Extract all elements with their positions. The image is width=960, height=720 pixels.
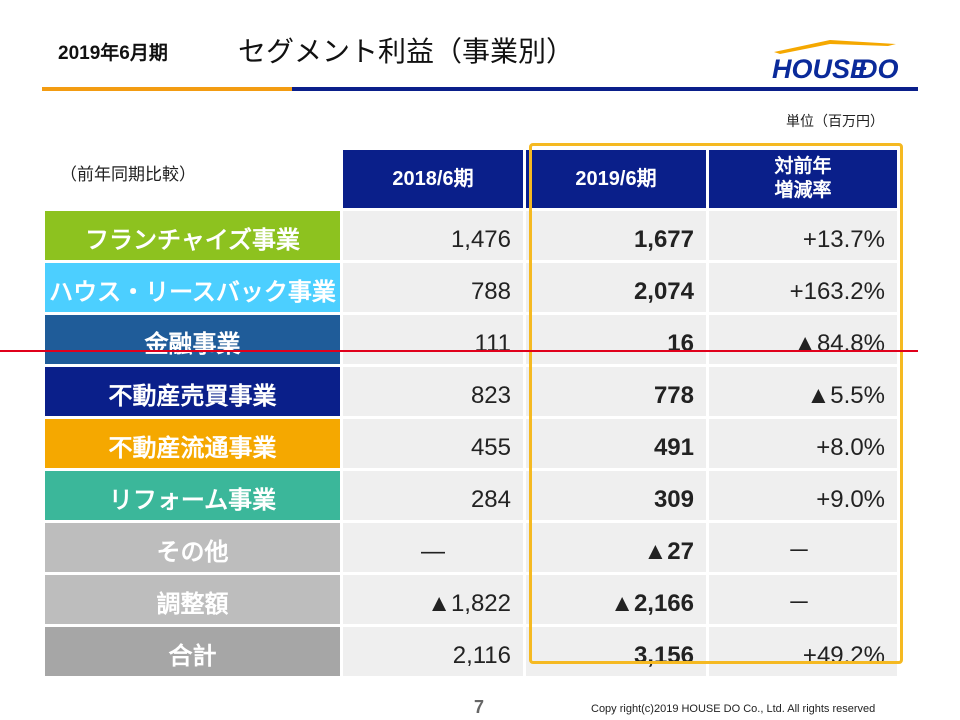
house-do-logo: HOUSE DO — [772, 40, 899, 82]
segment-label: フランチャイズ事業 — [45, 211, 340, 260]
segment-label: リフォーム事業 — [45, 471, 340, 520]
rate-header-line2: 増減率 — [774, 180, 832, 201]
value-2018: ▲1,822 — [343, 575, 523, 624]
table-row: 不動産売買事業 823 778 ▲5.5% — [45, 367, 897, 416]
table-row: 合計 2,116 3,156 +49.2% — [45, 627, 897, 676]
value-2018: 111 — [343, 315, 523, 364]
value-2018: 455 — [343, 419, 523, 468]
copyright: Copy right(c)2019 HOUSE DO Co., Ltd. All… — [591, 703, 876, 715]
value-2018: 1,476 — [343, 211, 523, 260]
table-row: ハウス・リースバック事業 788 2,074 +163.2% — [45, 263, 897, 312]
value-rate: +163.2% — [709, 263, 897, 312]
value-2019: 778 — [526, 367, 706, 416]
segment-label: 不動産流通事業 — [45, 419, 340, 468]
value-2019: ▲27 — [526, 523, 706, 572]
value-rate: +49.2% — [709, 627, 897, 676]
value-rate: － — [709, 523, 897, 572]
segment-label: 金融事業 — [45, 315, 340, 364]
header-rule-orange — [42, 87, 292, 91]
value-2019: 1,677 — [526, 211, 706, 260]
table-row: リフォーム事業 284 309 +9.0% — [45, 471, 897, 520]
value-rate: +8.0% — [709, 419, 897, 468]
page-title: セグメント利益（事業別） — [238, 36, 575, 67]
value-2019: 16 — [526, 315, 706, 364]
rate-header-line1: 対前年 — [774, 156, 832, 177]
value-2018: — — [343, 523, 523, 572]
segment-label: 合計 — [45, 627, 340, 676]
value-2018: 2,116 — [343, 627, 523, 676]
unit-note: 単位（百万円） — [786, 113, 884, 129]
segment-label: 不動産売買事業 — [45, 367, 340, 416]
page-period: 2019年6月期 — [58, 43, 168, 64]
value-rate: +9.0% — [709, 471, 897, 520]
segment-label: その他 — [45, 523, 340, 572]
comparison-note: （前年同期比較） — [60, 165, 196, 184]
segment-label: 調整額 — [45, 575, 340, 624]
divider-red-line — [0, 350, 918, 352]
value-2018: 823 — [343, 367, 523, 416]
segment-table-body: フランチャイズ事業 1,476 1,677 +13.7% ハウス・リースバック事業 788… — [45, 211, 897, 676]
header-rule-navy — [292, 87, 918, 91]
value-2018: 788 — [343, 263, 523, 312]
header-empty-cell — [45, 150, 340, 208]
table-row: 不動産流通事業 455 491 +8.0% — [45, 419, 897, 468]
column-header-rate: 対前年 増減率 — [709, 150, 897, 208]
value-2019: 3,156 — [526, 627, 706, 676]
value-2019: 491 — [526, 419, 706, 468]
page-number: 7 — [474, 697, 485, 717]
segment-profit-table: 2018/6期 2019/6期 対前年 増減率 フランチャイズ事業 1,476 1,… — [42, 147, 900, 679]
table-row: 金融事業 111 16 ▲84.8% — [45, 315, 897, 364]
column-header-2019: 2019/6期 — [526, 150, 706, 208]
value-2018: 284 — [343, 471, 523, 520]
value-rate: ▲5.5% — [709, 367, 897, 416]
value-2019: ▲2,166 — [526, 575, 706, 624]
value-rate: － — [709, 575, 897, 624]
table-row: フランチャイズ事業 1,476 1,677 +13.7% — [45, 211, 897, 260]
value-rate: +13.7% — [709, 211, 897, 260]
column-header-2018: 2018/6期 — [343, 150, 523, 208]
value-2019: 2,074 — [526, 263, 706, 312]
segment-label: ハウス・リースバック事業 — [45, 263, 340, 312]
svg-text:HOUSE: HOUSE — [772, 54, 869, 82]
svg-text:DO: DO — [858, 54, 899, 82]
table-row: その他 — ▲27 － — [45, 523, 897, 572]
value-rate: ▲84.8% — [709, 315, 897, 364]
table-row: 調整額 ▲1,822 ▲2,166 － — [45, 575, 897, 624]
value-2019: 309 — [526, 471, 706, 520]
